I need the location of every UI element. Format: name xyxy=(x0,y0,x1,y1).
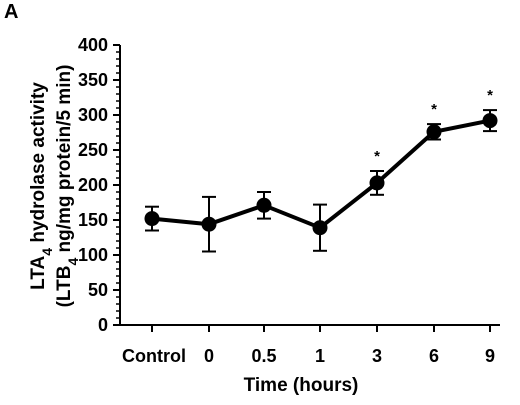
significance-star: * xyxy=(487,87,493,104)
panel-label: A xyxy=(4,1,18,23)
y-axis-title-line1: LTA4 hydrolase activity xyxy=(28,82,55,290)
x-tick-label: Control xyxy=(122,346,186,366)
x-tick-label: 9 xyxy=(485,346,495,366)
y-tick-label: 0 xyxy=(98,315,108,335)
data-point xyxy=(144,211,160,227)
y-axis-title-line2: (LTB4 ng/mg protein/5 min) xyxy=(54,65,81,308)
data-point xyxy=(312,220,328,236)
significance-star: * xyxy=(374,148,380,165)
data-point xyxy=(201,216,217,232)
significance-markers: * * * xyxy=(374,87,493,165)
data-point xyxy=(256,197,272,213)
x-tick-label: 0.5 xyxy=(251,346,276,366)
data-points xyxy=(144,113,498,236)
y-tick-label: 150 xyxy=(78,210,108,230)
x-axis-title: Time (hours) xyxy=(244,375,359,396)
x-tick-label: 0 xyxy=(204,346,214,366)
x-tick-label: 6 xyxy=(429,346,439,366)
data-point xyxy=(369,175,385,191)
y-axis: 0 50 100 150 200 250 300 350 400 xyxy=(78,35,120,335)
y-axis-title-2: (LTB4 ng/mg protein/5 min) xyxy=(54,65,81,308)
data-point xyxy=(426,124,442,140)
y-tick-label: 50 xyxy=(88,280,108,300)
y-axis-title: LTA4 hydrolase activity xyxy=(28,82,55,290)
x-tick-label: 3 xyxy=(372,346,382,366)
y-tick-label: 200 xyxy=(78,175,108,195)
x-tick-label: 1 xyxy=(315,346,325,366)
y-tick-label: 300 xyxy=(78,105,108,125)
y-tick-label: 100 xyxy=(78,245,108,265)
x-axis: Control 0 0.5 1 3 6 9 xyxy=(122,325,495,366)
data-point xyxy=(482,113,498,129)
y-tick-label: 400 xyxy=(78,35,108,55)
y-tick-label: 250 xyxy=(78,140,108,160)
y-tick-label: 350 xyxy=(78,70,108,90)
significance-star: * xyxy=(431,101,437,118)
